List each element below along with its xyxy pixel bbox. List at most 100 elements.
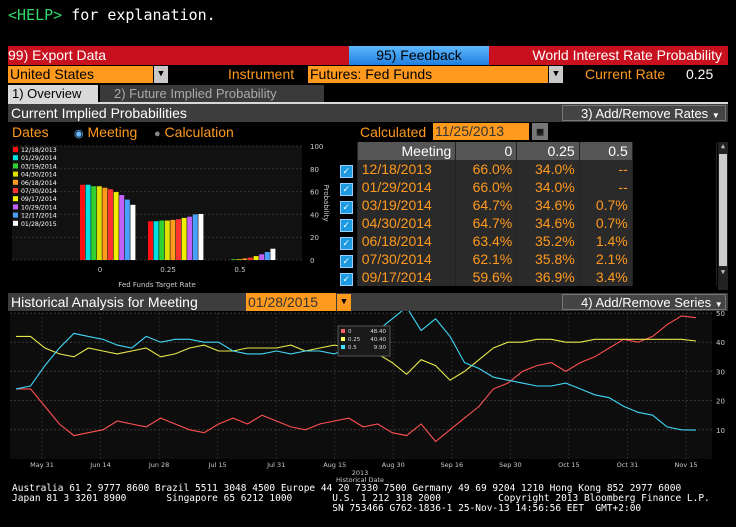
prob-cell-0: 64.7%	[455, 196, 518, 214]
table-row[interactable]: ✓ 06/18/2014 63.4% 35.2% 1.4%	[335, 232, 717, 250]
checkmark-icon[interactable]: ✓	[339, 200, 353, 214]
checkmark-icon[interactable]: ✓	[339, 164, 353, 178]
row-checkbox[interactable]: ✓	[335, 232, 358, 250]
y-axis-label: Probability	[322, 184, 330, 221]
prob-cell-0: 62.1%	[455, 250, 518, 268]
x-tick-label: Jun 14	[89, 461, 111, 469]
bar	[164, 220, 170, 260]
radio-meeting[interactable]: ◉ Meeting	[74, 124, 137, 140]
x-tick-label: Aug 30	[382, 461, 405, 469]
legend-swatch	[13, 220, 18, 226]
bar	[130, 204, 136, 260]
x-tick-label: Sep 16	[441, 461, 464, 469]
legend-swatch	[13, 147, 18, 152]
bar	[181, 217, 187, 260]
prob-cell-0: 63.4%	[455, 232, 518, 250]
row-checkbox[interactable]: ✓	[335, 196, 358, 214]
legend-swatch	[13, 163, 18, 169]
feedback-button[interactable]: 95) Feedback	[349, 46, 489, 65]
meeting-date-cell: 12/18/2013	[357, 160, 457, 178]
meeting-date-cell: 09/17/2014	[357, 268, 457, 286]
table-header-cell: 0.25	[516, 142, 580, 160]
row-checkbox[interactable]: ✓	[335, 268, 358, 286]
bar	[236, 259, 242, 260]
chevron-down-icon[interactable]: ▼	[154, 66, 168, 83]
y-tick-label: 40	[716, 339, 725, 347]
bar	[248, 257, 253, 260]
series-line-0	[16, 315, 697, 443]
chevron-down-icon[interactable]: ▼	[549, 66, 563, 83]
export-data-button[interactable]: 99) Export Data	[8, 46, 138, 65]
row-checkbox[interactable]: ✓	[335, 214, 358, 232]
prob-cell-025: 35.8%	[516, 250, 580, 268]
scroll-down-icon[interactable]: ▼	[720, 268, 726, 276]
radio-meeting-label: Meeting	[87, 124, 138, 140]
checkmark-icon[interactable]: ✓	[339, 272, 353, 286]
add-remove-rates-button[interactable]: 3) Add/Remove Rates ▼	[562, 105, 726, 121]
legend-swatch	[13, 171, 18, 177]
current-probabilities-header: Current Implied Probabilities	[8, 104, 728, 122]
legend-swatch	[341, 329, 345, 333]
prob-cell-025: 34.0%	[516, 160, 580, 178]
meeting-date-cell: 04/30/2014	[357, 214, 457, 232]
legend-entry: 01/29/2014	[21, 155, 57, 162]
row-checkbox[interactable]: ✓	[335, 160, 358, 178]
tab-future-implied-probability[interactable]: 2) Future Implied Probability	[100, 85, 324, 102]
help-key[interactable]: <HELP>	[8, 6, 63, 24]
calculated-label: Calculated	[360, 124, 427, 140]
row-checkbox[interactable]: ✓	[335, 250, 358, 268]
bar	[108, 189, 113, 260]
scroll-thumb[interactable]	[719, 154, 727, 266]
checkmark-icon[interactable]: ✓	[339, 182, 353, 196]
prob-cell-05: --	[579, 160, 633, 178]
table-row[interactable]: ✓ 07/30/2014 62.1% 35.8% 2.1%	[335, 250, 717, 268]
footer: Australia 61 2 9777 8600 Brazil 5511 304…	[12, 484, 710, 514]
table-scrollbar[interactable]: ▲ ▼	[718, 142, 728, 290]
instrument-select[interactable]: Futures: Fed Funds	[308, 66, 548, 83]
bar	[96, 186, 102, 260]
checkmark-icon[interactable]: ✓	[339, 254, 353, 268]
table-spacer-cell	[632, 268, 717, 286]
table-row[interactable]: ✓ 12/18/2013 66.0% 34.0% --	[335, 160, 717, 178]
table-row[interactable]: ✓ 04/30/2014 64.7% 34.6% 0.7%	[335, 214, 717, 232]
scroll-up-icon[interactable]: ▲	[720, 142, 726, 150]
calendar-icon[interactable]: ▦	[532, 123, 548, 140]
bar	[176, 219, 181, 260]
y-tick-label: 40	[310, 211, 319, 219]
chevron-down-icon[interactable]: ▼	[337, 294, 351, 311]
legend-entry: 04/30/2014	[21, 172, 57, 179]
table-row[interactable]: ✓ 03/19/2014 64.7% 34.6% 0.7%	[335, 196, 717, 214]
bar	[264, 252, 270, 260]
legend-swatch	[13, 155, 18, 161]
footer-line: Australia 61 2 9777 8600 Brazil 5511 304…	[12, 483, 682, 494]
country-select[interactable]: United States	[8, 66, 153, 83]
tab-overview[interactable]: 1) Overview	[8, 85, 98, 102]
table-row[interactable]: ✓ 09/17/2014 59.6% 36.9% 3.4%	[335, 268, 717, 286]
x-tick-label: Oct 15	[558, 461, 580, 469]
calculated-date-input[interactable]: 11/25/2013	[433, 123, 529, 140]
table-header-row: Meeting 0 0.25 0.5	[335, 142, 717, 160]
bar	[231, 259, 237, 260]
row-checkbox[interactable]: ✓	[335, 178, 358, 196]
radio-calculation[interactable]: ● Calculation	[154, 124, 234, 140]
add-remove-series-button[interactable]: 4) Add/Remove Series ▼	[562, 294, 726, 310]
prob-cell-05: 0.7%	[579, 196, 633, 214]
legend-entry: 12/17/2014	[21, 213, 57, 220]
table-spacer-cell	[632, 178, 717, 196]
table-row[interactable]: ✓ 01/29/2014 66.0% 34.0% --	[335, 178, 717, 196]
checkmark-icon[interactable]: ✓	[339, 218, 353, 232]
bar	[124, 199, 130, 260]
checkmark-icon[interactable]: ✓	[339, 236, 353, 250]
legend-swatch	[341, 337, 345, 341]
x-tick-label: 0.5	[234, 266, 245, 274]
bar	[270, 248, 276, 260]
prob-cell-025: 36.9%	[516, 268, 580, 286]
prob-cell-05: 3.4%	[579, 268, 633, 286]
bar	[159, 220, 165, 260]
x-tick-label: Nov 15	[674, 461, 697, 469]
footer-line: Japan 81 3 3201 8900 Singapore 65 6212 1…	[12, 493, 710, 504]
legend-swatch	[13, 196, 18, 202]
chevron-down-icon: ▼	[711, 111, 720, 120]
historical-date-input[interactable]: 01/28/2015	[246, 293, 336, 311]
prob-cell-025: 34.0%	[516, 178, 580, 196]
